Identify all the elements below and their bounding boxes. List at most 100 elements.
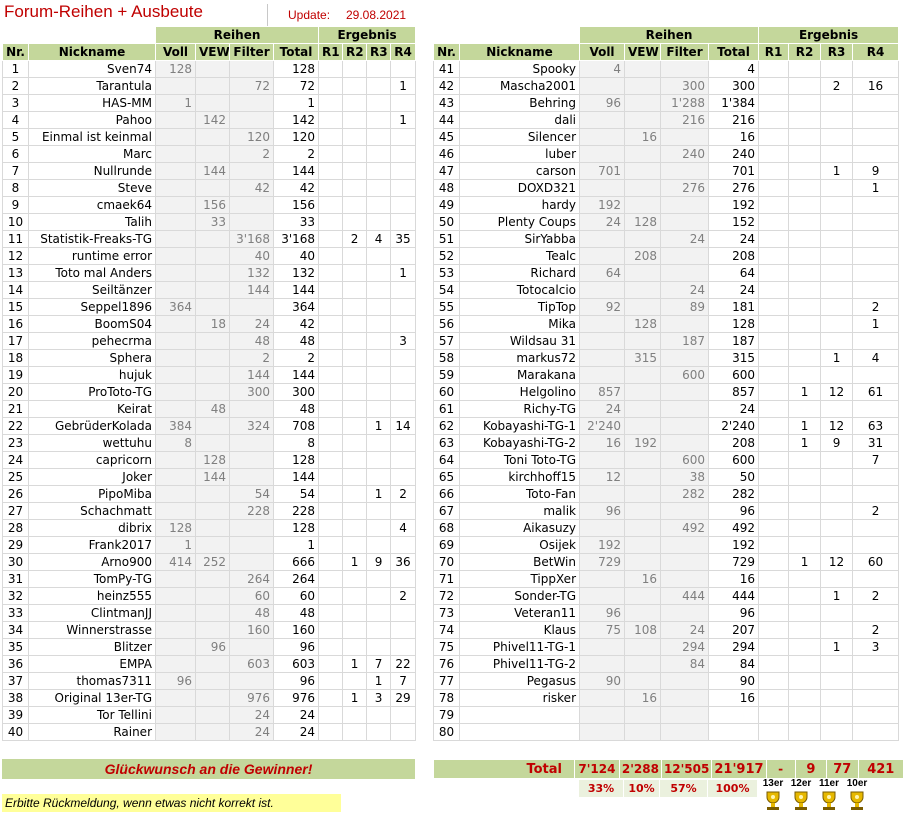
cell-nr: 69 — [433, 536, 460, 554]
table-row: 12 runtime error 40 40 — [2, 247, 417, 265]
cell-total: 24 — [272, 706, 320, 724]
cell-vew — [624, 723, 661, 741]
cell-r3 — [366, 315, 392, 333]
cell-r1 — [318, 196, 344, 214]
cell-vew: 128 — [624, 213, 661, 231]
cell-total: 132 — [272, 264, 320, 282]
cell-nick: wettuhu — [28, 434, 156, 452]
cell-r4 — [390, 60, 417, 78]
cell-vew — [195, 366, 230, 384]
cell-r2 — [788, 128, 822, 146]
cell-filter — [229, 196, 274, 214]
cell-r1 — [318, 451, 344, 469]
cell-filter — [660, 128, 709, 146]
cell-filter: 48 — [229, 604, 274, 622]
cell-r3: 1 — [366, 417, 392, 435]
cell-vew — [195, 230, 230, 248]
cell-r4 — [852, 247, 900, 265]
cell-nick: Seppel1896 — [28, 298, 156, 316]
table-row: 33 ClintmanJJ 48 48 — [2, 604, 417, 622]
cell-voll: 1 — [155, 536, 196, 554]
table-row: 11 Statistik-Freaks-TG 3'168 3'168 2 4 35 — [2, 230, 417, 248]
col-header-r3: R3 — [366, 43, 392, 61]
cell-voll: 24 — [579, 213, 625, 231]
table-row: 30 Arno900 414 252 666 1 9 36 — [2, 553, 417, 571]
cell-r3 — [366, 434, 392, 452]
cell-vew — [195, 536, 230, 554]
cell-vew — [624, 468, 661, 486]
cell-total: 1'384 — [707, 94, 760, 112]
cell-nr: 4 — [2, 111, 29, 129]
cell-filter: 603 — [229, 655, 274, 673]
cell-r3 — [820, 468, 854, 486]
cell-total: 128 — [707, 315, 760, 333]
cell-total: 666 — [272, 553, 320, 571]
table-row: 78 risker 16 16 — [433, 689, 900, 707]
cell-voll — [155, 655, 196, 673]
cell-r4 — [390, 383, 417, 401]
table-row: 15 Seppel1896 364 364 — [2, 298, 417, 316]
cell-nick: Tor Tellini — [28, 706, 156, 724]
table-row: 70 BetWin 729 729 1 12 60 — [433, 553, 900, 571]
cell-r3: 4 — [366, 230, 392, 248]
cell-total: 42 — [272, 315, 320, 333]
cell-r1 — [758, 111, 790, 129]
group-header-reihen: Reihen — [154, 26, 320, 44]
cell-voll — [155, 281, 196, 299]
cell-r2 — [342, 383, 368, 401]
trophy-10er-icon: 10er — [846, 778, 868, 812]
table-row: 4 Pahoo 142 142 1 — [2, 111, 417, 129]
cell-total: 84 — [707, 655, 760, 673]
cell-r4: 3 — [390, 332, 417, 350]
cell-vew — [624, 332, 661, 350]
table-row: 21 Keirat 48 48 — [2, 400, 417, 418]
cell-r1 — [318, 60, 344, 78]
cell-total: 42 — [272, 179, 320, 197]
cell-r3 — [820, 706, 854, 724]
cell-vew — [624, 196, 661, 214]
cell-nr: 9 — [2, 196, 29, 214]
cell-nick: Spooky — [459, 60, 580, 78]
cell-filter: 264 — [229, 570, 274, 588]
cell-r3 — [820, 213, 854, 231]
cell-nr: 25 — [2, 468, 29, 486]
cell-r2 — [788, 655, 822, 673]
cell-r1 — [758, 587, 790, 605]
cell-nick: GebrüderKolada — [28, 417, 156, 435]
cell-r4 — [390, 451, 417, 469]
cell-voll — [579, 519, 625, 537]
table-row: 24 capricorn 128 128 — [2, 451, 417, 469]
cell-vew: 16 — [624, 689, 661, 707]
cell-nick: Behring — [459, 94, 580, 112]
total-filter: 12'505 — [660, 759, 713, 779]
percent-filter: 57% — [659, 779, 708, 798]
cell-total: 90 — [707, 672, 760, 690]
total-label: Total — [433, 759, 575, 779]
cell-r2 — [788, 179, 822, 197]
cell-nr: 59 — [433, 366, 460, 384]
cell-r1 — [758, 519, 790, 537]
cell-filter: 300 — [229, 383, 274, 401]
table-row: 36 EMPA 603 603 1 7 22 — [2, 655, 417, 673]
cell-voll: 4 — [579, 60, 625, 78]
cell-r1 — [758, 468, 790, 486]
table-row: 79 — [433, 706, 900, 724]
cell-r3 — [366, 298, 392, 316]
table-row: 65 kirchhoff15 12 38 50 — [433, 468, 900, 486]
cell-nick: Arno900 — [28, 553, 156, 571]
cell-filter — [229, 672, 274, 690]
cell-r4 — [852, 604, 900, 622]
cell-r2 — [342, 128, 368, 146]
cell-r4: 1 — [852, 179, 900, 197]
total-total: 21'917 — [711, 759, 767, 779]
cell-nr: 73 — [433, 604, 460, 622]
table-row: 69 Osijek 192 192 — [433, 536, 900, 554]
cell-nr: 29 — [2, 536, 29, 554]
cell-r1 — [758, 638, 790, 656]
cell-r4 — [852, 213, 900, 231]
cell-total: 40 — [272, 247, 320, 265]
cell-total: 24 — [707, 281, 760, 299]
cell-filter — [229, 553, 274, 571]
cell-total: 192 — [707, 536, 760, 554]
cell-filter: 84 — [660, 655, 709, 673]
